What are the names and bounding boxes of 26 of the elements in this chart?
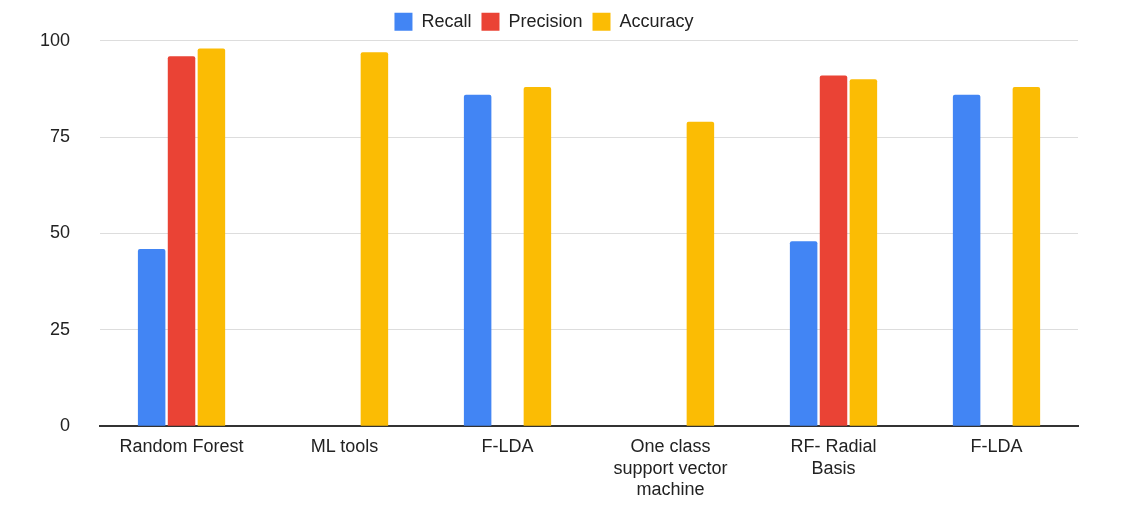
bar [1012,87,1041,426]
x-tick-label: One class support vector machine [613,435,728,500]
bar [137,248,166,426]
bar [197,48,226,426]
bar [523,87,552,426]
y-tick-label: 25 [50,318,71,339]
bar [463,94,492,426]
x-tick-label: F-LDA [970,435,1023,456]
bar [952,94,981,426]
bar [686,121,715,426]
x-tick-label: Random Forest [119,435,244,456]
legend-label: Recall [421,10,472,31]
x-tick-label: F-LDA [481,435,534,456]
y-tick-label: 100 [39,29,71,50]
x-tick-label: ML tools [310,435,379,456]
bar [849,79,878,426]
y-tick-label: 75 [50,126,71,147]
bar [360,52,389,426]
y-tick-label: 0 [60,415,71,436]
bar [819,75,848,426]
bar [789,241,818,426]
legend-label: Precision [508,10,583,31]
x-tick-label: RF- Radial Basis [790,435,877,478]
y-tick-label: 50 [50,222,71,243]
legend-label: Accuracy [619,10,694,31]
bar [167,56,196,426]
